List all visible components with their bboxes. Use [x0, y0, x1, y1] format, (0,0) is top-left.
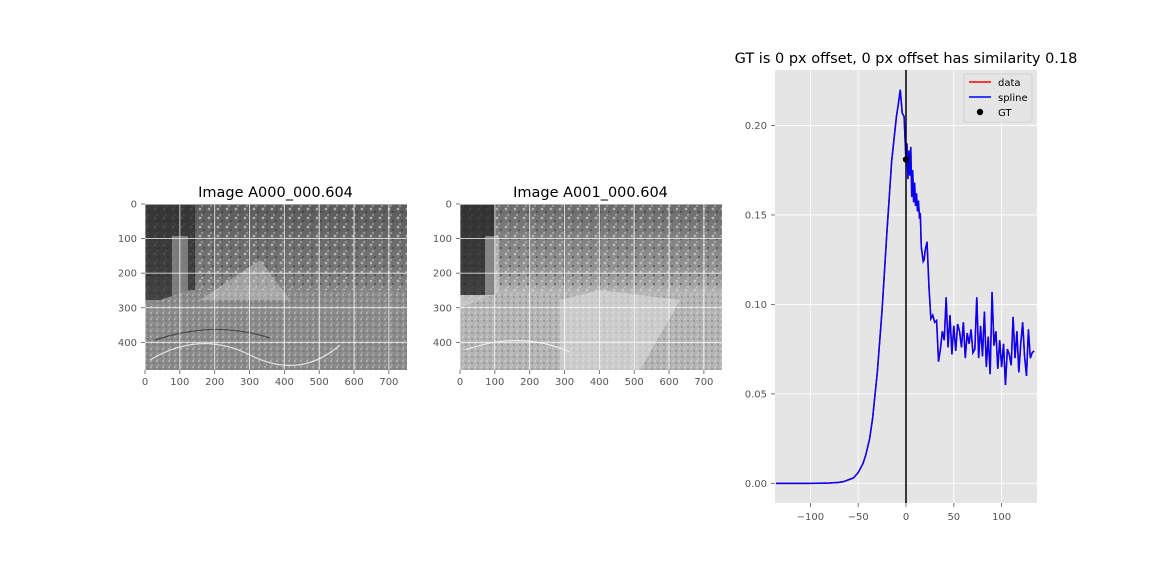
legend-label-data: data — [998, 78, 1021, 89]
x-tick-label: 100 — [170, 377, 189, 388]
y-tick-label: 200 — [118, 269, 137, 280]
y-tick-label: 0 — [446, 200, 452, 211]
y-tick-label: 300 — [118, 303, 137, 314]
series-line-spline — [775, 89, 1035, 485]
y-tick-label: 0.10 — [745, 300, 767, 311]
y-tick-label: 300 — [433, 303, 452, 314]
y-tick-label: 0 — [131, 200, 137, 211]
legend-marker-gt — [976, 108, 984, 116]
x-tick-label: 500 — [310, 377, 329, 388]
x-tick-label: 400 — [275, 377, 294, 388]
x-axis-ticks: 0 100 200 300 400 500 600 700 — [457, 370, 713, 388]
x-axis-ticks: −100 −50 0 50 100 — [797, 503, 1011, 523]
x-tick-label: 400 — [590, 377, 609, 388]
y-tick-label: 400 — [118, 338, 137, 349]
legend-label-spline: spline — [998, 93, 1028, 104]
x-tick-label: 600 — [659, 377, 678, 388]
x-tick-label: 100 — [485, 377, 504, 388]
legend: data spline GT — [963, 73, 1033, 123]
x-tick-label: −50 — [848, 512, 869, 523]
grayscale-image — [460, 204, 722, 370]
chart-series — [775, 70, 1035, 503]
y-tick-label: 0.15 — [745, 210, 767, 221]
image-panel-a001: Image A001_000.604 0 100 200 300 400 500 600 70… — [433, 185, 722, 388]
legend-label-gt: GT — [998, 108, 1012, 119]
x-tick-label: 300 — [240, 377, 259, 388]
y-tick-label: 400 — [433, 338, 452, 349]
x-tick-label: 500 — [625, 377, 644, 388]
chart-title: GT is 0 px offset, 0 px offset has simil… — [735, 51, 1078, 67]
y-tick-label: 100 — [118, 234, 137, 245]
x-tick-label: −100 — [797, 512, 824, 523]
grayscale-image — [145, 204, 407, 370]
x-tick-label: 0 — [457, 377, 463, 388]
x-tick-label: 0 — [903, 512, 909, 523]
similarity-chart: GT is 0 px offset, 0 px offset has simil… — [735, 51, 1078, 523]
y-tick-label: 0.00 — [745, 479, 767, 490]
y-tick-label: 100 — [433, 234, 452, 245]
x-tick-label: 700 — [694, 377, 713, 388]
x-tick-label: 100 — [992, 512, 1011, 523]
panel-title: Image A000_000.604 — [198, 185, 353, 201]
gt-point — [902, 156, 910, 163]
y-axis-ticks: 0 100 200 300 400 — [118, 200, 145, 349]
x-tick-label: 200 — [520, 377, 539, 388]
image-gridlines — [144, 203, 407, 370]
x-axis-ticks: 0 100 200 300 400 500 600 700 — [142, 370, 398, 388]
panel-title: Image A001_000.604 — [513, 185, 668, 201]
y-axis-ticks: 0 100 200 300 400 — [433, 200, 460, 349]
x-tick-label: 200 — [205, 377, 224, 388]
y-tick-label: 0.05 — [745, 389, 767, 400]
image-panel-a000: Image A000_000.604 0 100 200 300 400 500 600 70… — [118, 185, 407, 388]
y-axis-ticks: 0.00 0.05 0.10 0.15 0.20 — [745, 121, 775, 490]
y-tick-label: 200 — [433, 269, 452, 280]
image-gridlines — [459, 203, 722, 370]
x-tick-label: 50 — [947, 512, 960, 523]
x-tick-label: 600 — [344, 377, 363, 388]
y-tick-label: 0.20 — [745, 121, 767, 132]
x-tick-label: 300 — [555, 377, 574, 388]
x-tick-label: 0 — [142, 377, 148, 388]
x-tick-label: 700 — [379, 377, 398, 388]
